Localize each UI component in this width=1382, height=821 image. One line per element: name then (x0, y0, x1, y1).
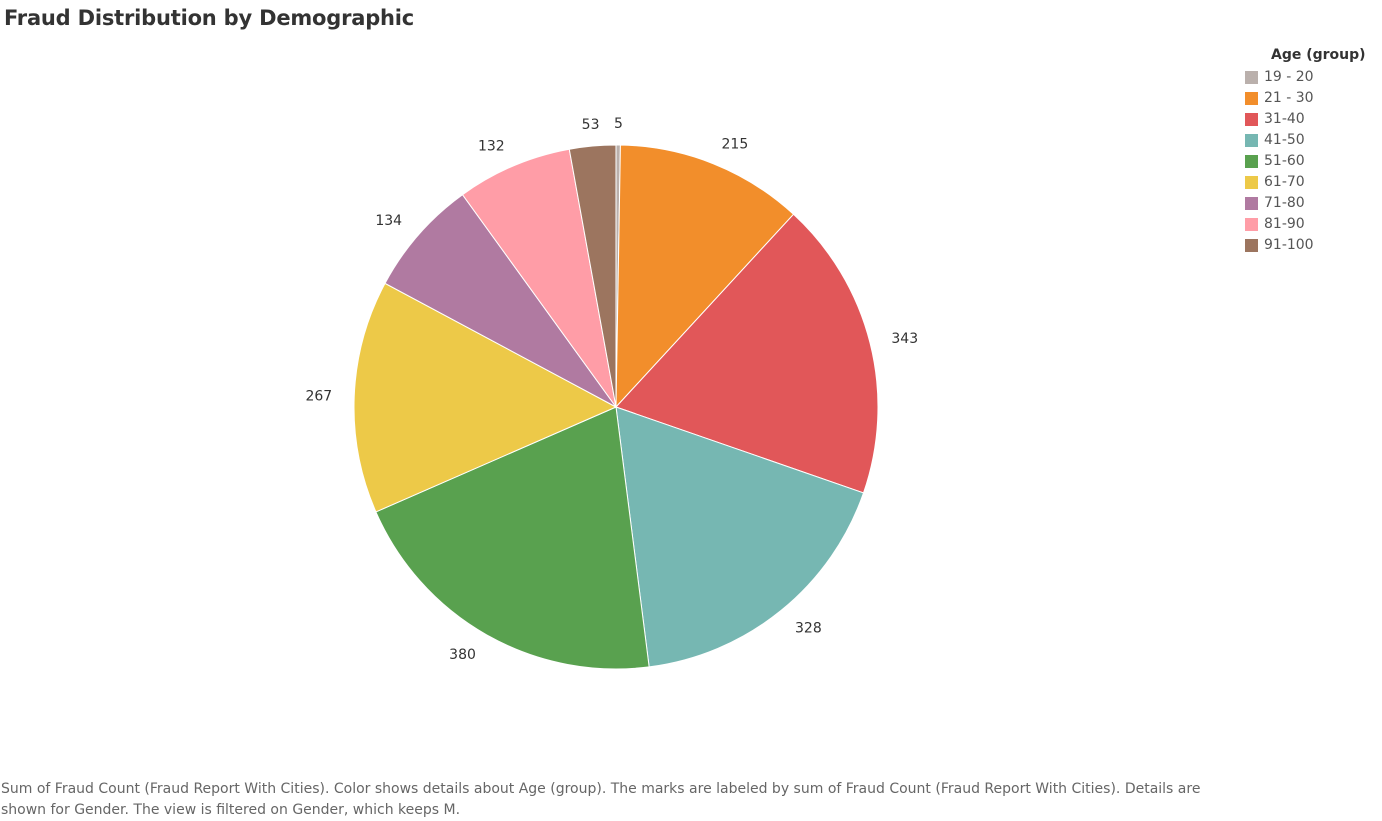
legend-item-91-100[interactable]: 91-100 (1245, 235, 1366, 256)
slice-label-71-80: 134 (375, 213, 402, 229)
legend-swatch (1245, 155, 1258, 168)
pie-slice-91-100[interactable] (568, 144, 617, 408)
slice-label-81-90: 132 (478, 139, 505, 155)
legend-swatch (1245, 176, 1258, 189)
legend-item-19-20[interactable]: 19 - 20 (1245, 67, 1366, 88)
legend-label: 41-50 (1264, 132, 1305, 148)
legend-label: 71-80 (1264, 195, 1305, 211)
pie-slice-51-60[interactable] (375, 406, 650, 670)
pie-slice-41-50[interactable] (615, 406, 865, 668)
slice-label-21-30: 215 (722, 136, 749, 152)
slice-label-91-100: 53 (582, 117, 600, 133)
pie-slice-21-30[interactable] (615, 144, 795, 409)
legend-swatch (1245, 71, 1258, 84)
legend-label: 91-100 (1264, 237, 1314, 253)
legend-label: 51-60 (1264, 153, 1305, 169)
legend-label: 21 - 30 (1264, 90, 1314, 106)
slice-label-41-50: 328 (795, 621, 822, 637)
legend-swatch (1245, 134, 1258, 147)
legend-title: Age (group) (1271, 47, 1366, 63)
legend-swatch (1245, 197, 1258, 210)
legend-item-61-70[interactable]: 61-70 (1245, 172, 1366, 193)
pie-slice-81-90[interactable] (461, 148, 617, 408)
legend-item-31-40[interactable]: 31-40 (1245, 109, 1366, 130)
slice-label-19-20: 5 (614, 116, 623, 132)
legend-item-81-90[interactable]: 81-90 (1245, 214, 1366, 235)
slice-label-31-40: 343 (891, 331, 918, 347)
legend-swatch (1245, 239, 1258, 252)
legend-swatch (1245, 92, 1258, 105)
legend-label: 81-90 (1264, 216, 1305, 232)
chart-title: Fraud Distribution by Demographic (4, 6, 415, 30)
legend-item-21-30[interactable]: 21 - 30 (1245, 88, 1366, 109)
legend-swatch (1245, 218, 1258, 231)
legend-label: 31-40 (1264, 111, 1305, 127)
legend: Age (group) 19 - 20 21 - 30 31-40 41-50 51-6… (1245, 46, 1366, 256)
legend-item-51-60[interactable]: 51-60 (1245, 151, 1366, 172)
chart-caption: Sum of Fraud Count (Fraud Report With Ci… (1, 781, 1201, 818)
slice-label-61-70: 267 (305, 389, 332, 405)
pie-slice-71-80[interactable] (384, 193, 617, 408)
legend-item-71-80[interactable]: 71-80 (1245, 193, 1366, 214)
legend-items: 19 - 20 21 - 30 31-40 41-50 51-60 61-70 71-80 8… (1245, 67, 1366, 256)
legend-label: 19 - 20 (1264, 69, 1314, 85)
legend-label: 61-70 (1264, 174, 1305, 190)
slice-label-51-60: 380 (449, 647, 476, 663)
legend-swatch (1245, 113, 1258, 126)
pie-slice-31-40[interactable] (615, 213, 879, 494)
pie-slice-61-70[interactable] (353, 282, 618, 513)
legend-item-41-50[interactable]: 41-50 (1245, 130, 1366, 151)
